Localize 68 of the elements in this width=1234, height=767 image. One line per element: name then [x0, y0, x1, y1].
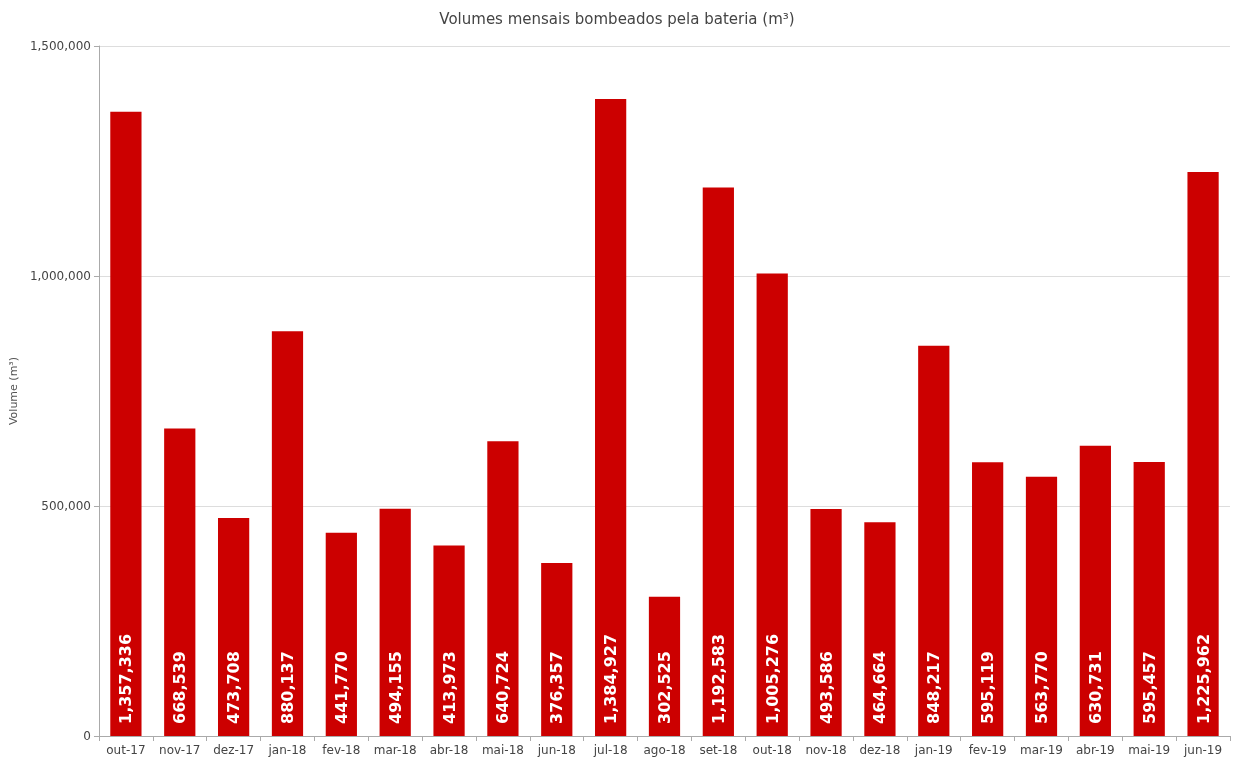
data-label: 493,586 — [816, 651, 836, 724]
bar — [972, 462, 1004, 736]
data-label: 595,457 — [1139, 651, 1159, 724]
data-label: 376,357 — [547, 651, 567, 724]
bar — [1187, 172, 1219, 736]
x-tick-label: mai-18 — [481, 743, 524, 757]
data-label: 302,525 — [654, 651, 674, 724]
x-tick-label: dez-17 — [213, 743, 255, 757]
x-tick-label: out-17 — [106, 743, 146, 757]
bar — [1025, 476, 1058, 736]
data-label: 630,731 — [1085, 651, 1105, 724]
x-tick-label: jul-18 — [592, 743, 628, 757]
y-tick-label: 1,500,000 — [29, 39, 91, 53]
bar — [271, 331, 304, 736]
data-label: 1,357,336 — [116, 633, 136, 724]
x-tick-label: nov-17 — [159, 743, 201, 757]
x-tick-label: dez-18 — [859, 743, 901, 757]
y-tick-label: 0 — [83, 729, 91, 743]
data-label: 1,192,583 — [708, 633, 728, 724]
bar — [1133, 462, 1165, 736]
chart-title: Volumes mensais bombeados pela bateria (m³) — [439, 9, 795, 28]
bar — [218, 518, 250, 736]
x-tick-label: jun-18 — [536, 743, 576, 757]
bar — [433, 545, 465, 736]
data-label: 1,005,276 — [762, 633, 782, 724]
y-axis-title: Volume (m³) — [7, 356, 20, 426]
x-tick-label: set-18 — [699, 743, 738, 757]
data-label: 494,155 — [385, 651, 405, 724]
x-tick-label: abr-18 — [429, 743, 469, 757]
data-label: 413,973 — [439, 651, 459, 724]
bar — [325, 532, 357, 736]
x-tick-label: abr-19 — [1075, 743, 1115, 757]
bar — [756, 273, 788, 736]
data-label: 1,225,962 — [1193, 633, 1213, 724]
y-tick-label: 1,000,000 — [29, 269, 91, 283]
data-label: 441,770 — [331, 651, 351, 724]
data-label: 848,217 — [924, 651, 944, 724]
x-tick-label: mai-19 — [1128, 743, 1171, 757]
data-label: 668,539 — [170, 651, 190, 724]
bar — [810, 508, 842, 736]
data-label: 563,770 — [1032, 651, 1051, 724]
bar — [864, 522, 896, 736]
bar — [1079, 445, 1111, 736]
x-tick-label: fev-19 — [968, 743, 1007, 757]
bar — [918, 345, 950, 736]
data-label: 880,137 — [277, 651, 297, 724]
bar — [541, 562, 573, 736]
x-tick-label: jan-19 — [913, 743, 953, 757]
x-tick-label: ago-18 — [643, 743, 686, 757]
data-label: 473,708 — [224, 651, 244, 724]
data-label: 640,724 — [493, 651, 513, 724]
x-tick-label: jun-19 — [1182, 743, 1223, 757]
x-tick-label: mar-19 — [1020, 743, 1063, 757]
data-label: 595,119 — [978, 651, 998, 724]
bar — [110, 111, 142, 736]
bar — [164, 428, 196, 736]
data-label: 464,664 — [870, 651, 890, 724]
x-tick-label: out-18 — [752, 743, 792, 757]
bar — [379, 508, 411, 736]
bar — [487, 441, 519, 736]
x-tick-label: nov-18 — [805, 743, 847, 757]
x-tick-label: mar-18 — [373, 743, 417, 757]
data-label: 1,384,927 — [601, 633, 621, 724]
x-tick-label: fev-18 — [322, 743, 361, 757]
x-tick-label: jan-18 — [267, 743, 307, 757]
bar — [702, 187, 734, 736]
bar — [595, 98, 627, 736]
y-tick-label: 500,000 — [41, 499, 91, 513]
